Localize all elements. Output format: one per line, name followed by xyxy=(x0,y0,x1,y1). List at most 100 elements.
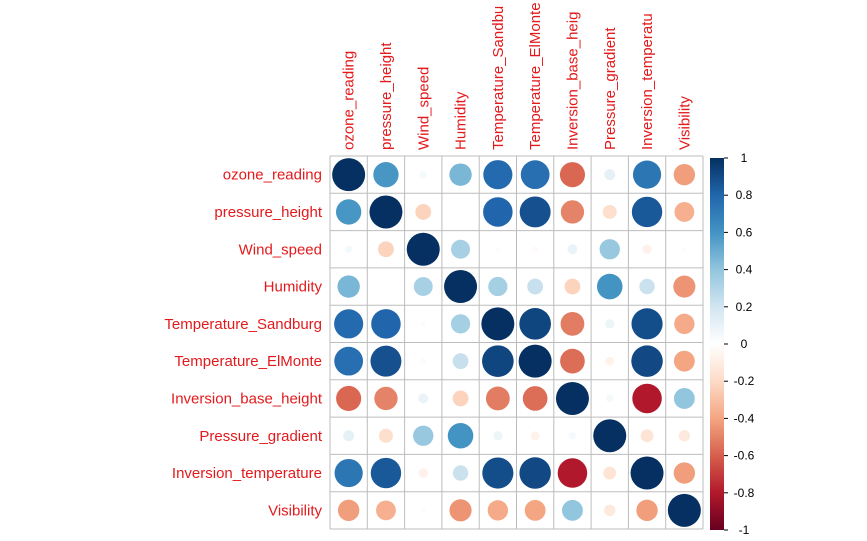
correlation-circle-8-8 xyxy=(630,456,664,490)
row-label: Humidity xyxy=(264,279,323,296)
correlation-circle-7-7 xyxy=(593,419,627,453)
correlation-circle-1-9 xyxy=(674,202,695,222)
correlation-circle-8-7 xyxy=(603,466,617,480)
correlation-circle-6-4 xyxy=(485,386,510,411)
colorbar-tick-label: -0.6 xyxy=(734,449,755,463)
correlation-circle-6-1 xyxy=(374,386,398,411)
colorbar-tick-label: 0 xyxy=(741,337,748,351)
correlation-circle-0-5 xyxy=(520,160,550,190)
correlation-circle-4-6 xyxy=(560,311,585,336)
correlation-circle-4-0 xyxy=(334,309,364,339)
column-label: Wind_speed xyxy=(415,67,432,150)
row-label: Inversion_temperature xyxy=(172,465,322,482)
colorbar-tick-label: 1 xyxy=(741,151,748,165)
correlation-circle-9-9 xyxy=(667,493,701,527)
column-label: Inversion_temperatu xyxy=(639,13,656,150)
correlation-circle-6-0 xyxy=(336,385,362,412)
row-label: Inversion_base_height xyxy=(171,390,323,407)
correlation-circle-7-6 xyxy=(568,432,577,440)
correlation-circle-0-9 xyxy=(673,163,696,186)
correlation-circle-5-2 xyxy=(420,358,427,365)
correlation-circle-4-2 xyxy=(420,321,426,327)
correlation-circle-6-9 xyxy=(673,388,695,409)
colorbar-tick-label: 0.4 xyxy=(736,263,753,277)
correlation-circle-2-3 xyxy=(451,239,471,259)
correlation-circle-7-9 xyxy=(678,430,691,442)
correlation-circle-2-2 xyxy=(406,232,440,266)
correlation-circle-2-4 xyxy=(495,246,501,252)
column-label: ozone_reading xyxy=(341,51,358,150)
correlation-circle-7-5 xyxy=(530,431,540,441)
correlation-circle-9-6 xyxy=(562,499,583,521)
correlation-circle-3-2 xyxy=(413,277,433,297)
row-label: Visibility xyxy=(268,502,322,519)
correlation-circle-0-1 xyxy=(373,161,399,188)
correlation-circle-3-7 xyxy=(596,273,623,300)
correlation-circle-5-7 xyxy=(605,356,615,366)
grid xyxy=(329,155,704,530)
row-label: Wind_speed xyxy=(239,241,322,258)
correlation-circle-4-1 xyxy=(371,309,401,339)
correlation-circle-4-4 xyxy=(481,307,515,341)
correlation-circle-7-2 xyxy=(413,425,434,446)
correlation-circle-8-0 xyxy=(334,458,363,488)
correlation-circle-3-6 xyxy=(564,278,581,295)
correlation-circle-4-9 xyxy=(674,313,695,335)
colorbar-tick-label: 0.2 xyxy=(736,300,753,314)
correlation-circle-9-8 xyxy=(636,499,658,522)
correlation-circle-7-3 xyxy=(447,422,474,449)
correlation-circle-7-4 xyxy=(493,431,503,441)
column-label: Temperature_Sandbu xyxy=(490,6,507,150)
row-labels: ozone_reading pressure_height Wind_speed Hu… xyxy=(164,167,322,520)
correlation-circle-5-4 xyxy=(482,345,514,377)
row-label: pressure_height xyxy=(214,204,322,221)
correlation-circle-1-5 xyxy=(519,196,551,228)
correlation-circle-1-1 xyxy=(369,195,403,229)
colorbar-tick-label: -0.4 xyxy=(734,411,755,425)
row-label: ozone_reading xyxy=(223,167,322,184)
correlation-circle-1-3 xyxy=(458,210,463,214)
correlation-circle-7-1 xyxy=(378,428,393,443)
correlation-circle-1-6 xyxy=(560,200,585,224)
correlation-circle-6-5 xyxy=(522,386,548,411)
colorbar-gradient xyxy=(710,158,724,530)
correlation-circle-1-0 xyxy=(335,199,362,225)
correlation-circle-3-3 xyxy=(444,270,478,304)
correlation-circle-1-4 xyxy=(483,197,513,227)
colorbar: 1 0.8 0.6 0.4 0.2 0 -0.2 -0.4 -0.6 -0.8 -1 xyxy=(710,151,755,537)
correlation-circle-0-6 xyxy=(559,162,586,188)
correlation-circle-6-7 xyxy=(606,394,614,403)
correlation-circle-9-3 xyxy=(449,499,472,522)
correlation-circle-6-3 xyxy=(452,390,469,407)
correlation-circle-0-0 xyxy=(332,158,366,192)
row-label: Pressure_gradient xyxy=(199,428,322,445)
correlation-circle-9-4 xyxy=(487,500,509,521)
correlation-circle-1-7 xyxy=(602,204,617,219)
column-label: Visibility xyxy=(676,96,693,150)
correlation-circle-7-0 xyxy=(343,430,355,442)
row-label: Temperature_Sandburg xyxy=(164,316,322,333)
correlation-circle-8-3 xyxy=(452,465,469,481)
correlation-circle-3-4 xyxy=(488,276,508,297)
correlation-circle-5-0 xyxy=(334,346,364,376)
correlation-circle-6-2 xyxy=(418,393,429,404)
correlation-circle-9-2 xyxy=(420,508,426,513)
correlation-circle-3-5 xyxy=(527,278,544,295)
correlation-circle-0-3 xyxy=(449,163,472,186)
correlation-circle-8-6 xyxy=(557,458,588,488)
correlation-circle-1-2 xyxy=(415,204,432,220)
row-label: Temperature_ElMonte xyxy=(174,353,322,370)
correlation-circle-5-9 xyxy=(673,350,695,372)
correlation-circle-8-9 xyxy=(673,462,696,484)
correlation-circle-0-7 xyxy=(604,169,616,181)
column-labels: ozone_reading pressure_height Wind_speed Hu… xyxy=(341,2,694,150)
colorbar-tick-label: -1 xyxy=(739,523,750,537)
correlation-circle-0-2 xyxy=(419,170,427,179)
correlation-circles xyxy=(332,158,701,527)
column-label: pressure_height xyxy=(378,42,395,150)
colorbar-tick-label: 0.8 xyxy=(736,188,753,202)
correlation-circle-4-8 xyxy=(631,308,663,340)
column-label: Pressure_gradient xyxy=(602,27,619,150)
correlation-circle-4-7 xyxy=(605,319,615,329)
column-label: Temperature_ElMonte xyxy=(527,2,544,150)
